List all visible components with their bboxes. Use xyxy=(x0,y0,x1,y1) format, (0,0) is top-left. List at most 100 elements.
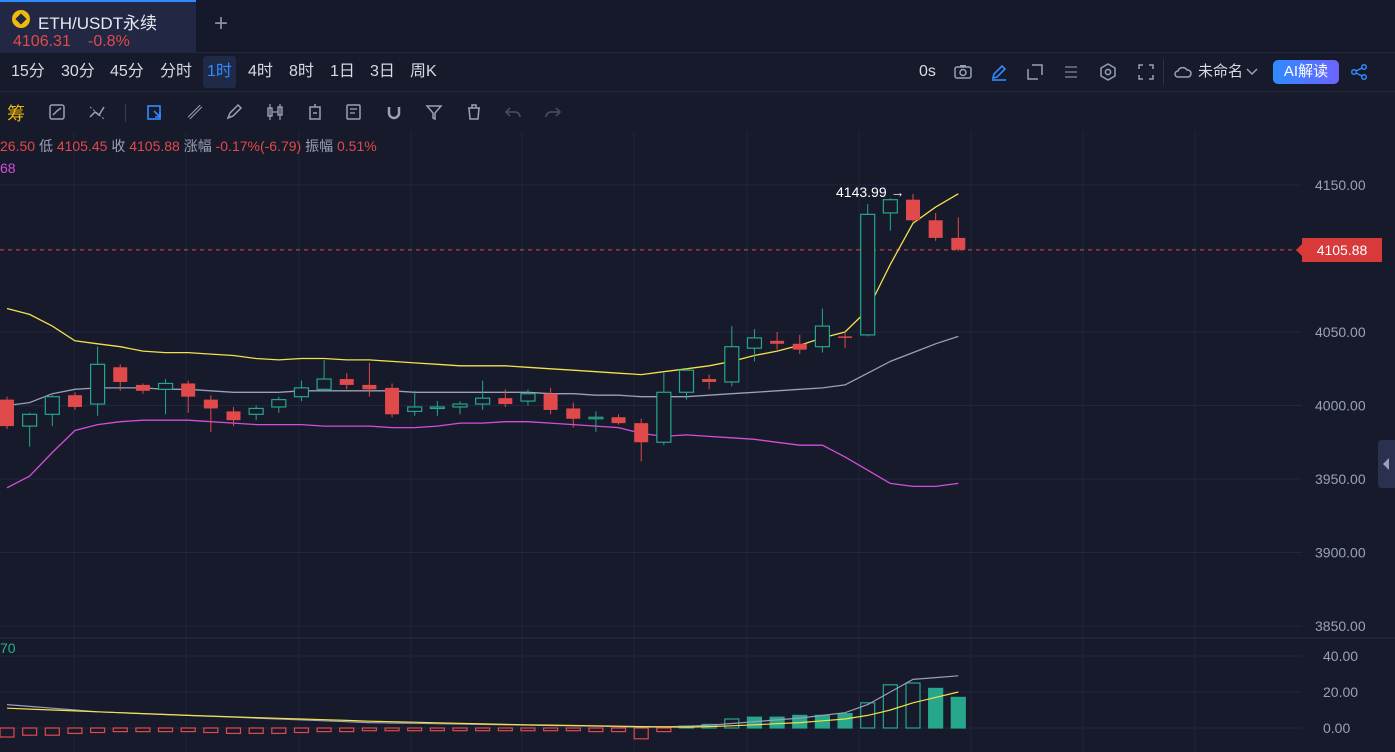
candlestick-chart[interactable]: 4150.00 4050.00 4000.00 3950.00 3900.00 3850.… xyxy=(0,132,1395,752)
price-tick-label: 3950.00 xyxy=(1315,471,1366,487)
measure-icon[interactable] xyxy=(305,102,325,122)
candle-body-up xyxy=(89,363,106,405)
candle-body-down xyxy=(203,399,218,409)
close-label: 收 xyxy=(111,138,126,154)
candle-body-down xyxy=(792,343,807,350)
volume-bar xyxy=(361,727,377,732)
ma-readout: 68 xyxy=(0,160,16,176)
interval-1h[interactable]: 1时 xyxy=(203,56,236,88)
symbol-name: ETH/USDT永续 xyxy=(38,14,157,33)
trash-icon[interactable] xyxy=(464,102,484,122)
candle-body-down xyxy=(702,379,717,382)
boll-upper-line xyxy=(6,193,959,376)
interval-3d[interactable]: 3日 xyxy=(370,63,395,80)
boll-lower-line xyxy=(6,419,959,489)
candle-body-up xyxy=(475,397,491,405)
volume-bar xyxy=(769,716,785,729)
symbol-tab[interactable]: ETH/USDT永续 4106.31 -0.8% xyxy=(0,0,196,52)
interval-1d[interactable]: 1日 xyxy=(330,63,355,80)
interval-weekly[interactable]: 周K xyxy=(410,63,437,80)
fullscreen-icon[interactable] xyxy=(1136,62,1156,82)
volume-bar xyxy=(497,727,513,732)
volume-bar xyxy=(316,727,332,733)
pattern-icon[interactable] xyxy=(265,102,285,122)
candle-body-up xyxy=(429,406,445,410)
candle-body-down xyxy=(498,398,513,405)
tab-price: 4106.31 xyxy=(13,33,71,50)
volume-bar xyxy=(475,727,491,732)
note-icon[interactable] xyxy=(344,102,364,122)
share-icon[interactable] xyxy=(1349,62,1369,82)
low-label: 低 xyxy=(38,138,53,154)
volume-bar xyxy=(633,727,649,740)
candle-body-up xyxy=(248,407,264,415)
volume-tick-label: 20.00 xyxy=(1323,684,1358,700)
drawing-mode-icon[interactable] xyxy=(1025,62,1045,82)
toolbar-divider xyxy=(125,104,126,122)
volume-bars xyxy=(0,675,966,740)
filter-icon[interactable] xyxy=(424,102,444,122)
candle-body-down xyxy=(113,367,128,382)
chevron-down-icon[interactable] xyxy=(1245,64,1259,78)
price-tick-label: 4000.00 xyxy=(1315,398,1366,414)
interval-45m[interactable]: 45分 xyxy=(110,63,144,80)
ruler-icon[interactable] xyxy=(185,102,205,122)
candle-body-down xyxy=(566,408,581,419)
add-tab-button[interactable]: + xyxy=(214,10,229,37)
price-tick-label: 3900.00 xyxy=(1315,545,1366,561)
undo-icon[interactable] xyxy=(503,102,523,122)
volume-bar xyxy=(656,727,672,733)
volume-bar xyxy=(293,727,310,734)
arrow-right-icon: → xyxy=(890,184,905,200)
candle-body-down xyxy=(362,384,377,390)
list-icon[interactable] xyxy=(1061,62,1081,82)
interval-15m[interactable]: 15分 xyxy=(11,63,45,80)
magnet-icon[interactable] xyxy=(384,102,404,122)
high-value: 26.50 xyxy=(0,138,36,154)
volume-bar xyxy=(203,727,219,734)
volume-bar xyxy=(384,727,400,732)
close-value: 4105.88 xyxy=(129,138,180,154)
interval-30m[interactable]: 30分 xyxy=(61,63,95,80)
candle-body-down xyxy=(339,379,354,385)
brush-icon[interactable] xyxy=(224,102,244,122)
camera-icon[interactable] xyxy=(953,62,973,82)
chip-distribution-button[interactable]: 筹 xyxy=(7,104,25,124)
redo-icon[interactable] xyxy=(543,102,563,122)
layout-name[interactable]: 未命名 xyxy=(1198,63,1244,80)
candle-body-up xyxy=(271,399,287,408)
candle-body-up xyxy=(724,346,740,383)
candle-body-up xyxy=(293,387,310,398)
trend-scan-icon[interactable] xyxy=(87,102,107,122)
change-value: -0.17%(-6.79) xyxy=(215,138,302,154)
auto-draw-icon[interactable] xyxy=(47,102,67,122)
volume-bar xyxy=(610,727,627,733)
chart-grid xyxy=(0,132,1395,752)
settings-icon[interactable] xyxy=(1098,62,1118,82)
ai-analysis-button[interactable]: AI解读 xyxy=(1273,60,1339,84)
volume-bar xyxy=(22,727,38,736)
interval-8h[interactable]: 8时 xyxy=(289,63,314,80)
candle-body-up xyxy=(22,413,38,427)
volume-bar xyxy=(248,727,264,735)
candles xyxy=(0,193,966,462)
candle-body-down xyxy=(135,384,150,391)
volume-bar xyxy=(429,727,445,732)
price-tick-label: 4050.00 xyxy=(1315,324,1366,340)
volume-bar xyxy=(565,727,581,732)
volume-bar xyxy=(407,727,423,732)
toolbar-divider xyxy=(1163,59,1164,85)
select-tool-icon[interactable] xyxy=(145,102,165,122)
change-label: 涨幅 xyxy=(183,138,212,154)
tab-bar: ETH/USDT永续 4106.31 -0.8% + xyxy=(0,0,1395,53)
price-axis: 4150.00 4050.00 4000.00 3950.00 3900.00 3850.… xyxy=(1315,177,1366,736)
candle-body-down xyxy=(634,423,649,443)
collapse-panel-button[interactable] xyxy=(1378,440,1395,488)
volume-bar xyxy=(452,727,468,732)
pen-icon[interactable] xyxy=(989,62,1009,82)
drawing-toolbar: 筹 xyxy=(0,92,1395,132)
peak-price-label: 4143.99 → xyxy=(836,184,905,200)
interval-4h[interactable]: 4时 xyxy=(248,63,273,80)
candle-body-down xyxy=(611,417,626,424)
interval-timeline[interactable]: 分时 xyxy=(160,63,193,80)
